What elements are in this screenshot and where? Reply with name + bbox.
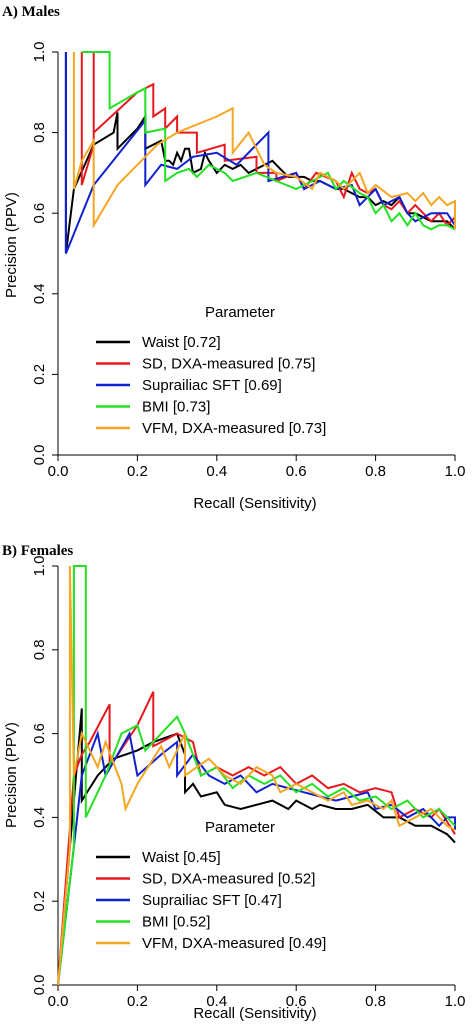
series-line-vfm-dxa-measured (72, 52, 456, 230)
y-tick-label: 0.6 (31, 723, 48, 744)
panel-label: B) Females (2, 543, 73, 559)
panel-label: A) Males (2, 4, 60, 20)
x-tick-label: 0.0 (48, 993, 69, 1010)
x-tick-label: 0.0 (48, 463, 69, 480)
x-axis-label: Recall (Sensitivity) (193, 1005, 316, 1022)
x-tick-label: 1.0 (445, 463, 466, 480)
y-axis-label: Precision (PPV) (3, 722, 20, 828)
y-axis-label: Precision (PPV) (3, 192, 20, 298)
x-tick-label: 1.0 (445, 993, 466, 1010)
y-tick-label: 1.0 (31, 42, 48, 63)
legend-entry-waist: Waist [0.45] (142, 849, 221, 866)
y-tick-label: 0.2 (31, 364, 48, 385)
legend-entry-bmi: BMI [0.52] (142, 914, 210, 931)
legend-entry-waist: Waist [0.72] (142, 334, 221, 351)
plot-area: 0.0 0.2 0.4 0.6 0.8 1.0 0.0 0.2 0.4 0.6 0.8 1.0 (31, 556, 465, 1010)
x-axis-label: Recall (Sensitivity) (193, 495, 316, 512)
panel-females: B) Females Precision (PPV) Recall (Sensi… (2, 543, 465, 1022)
panel-males: A) Males Precision (PPV) Recall (Sensiti… (2, 4, 465, 512)
legend: Parameter Waist [0.45] SD, DXA-measured [0… (96, 819, 326, 952)
series-line-suprailiac-sft (57, 729, 456, 986)
series-line-suprailiac-sft (64, 52, 456, 254)
legend-entry-suprailiac-sft: Suprailiac SFT [0.69] (142, 377, 282, 394)
x-tick-label: 0.8 (365, 993, 386, 1010)
y-tick-label: 0.8 (31, 122, 48, 143)
x-tick-label: 0.8 (365, 463, 386, 480)
legend-entry-sd-dxa-measured: SD, DXA-measured [0.52] (142, 871, 315, 888)
legend-entry-vfm-dxa-measured: VFM, DXA-measured [0.49] (142, 935, 326, 952)
x-tick-label: 0.4 (206, 463, 227, 480)
x-tick-label: 0.2 (127, 993, 148, 1010)
y-tick-label: 0.4 (31, 807, 48, 828)
legend-title: Parameter (205, 819, 275, 836)
y-tick-label: 0.0 (31, 975, 48, 996)
x-tick-label: 0.6 (286, 463, 307, 480)
y-tick-label: 0.0 (31, 445, 48, 466)
plot-area: 0.0 0.2 0.4 0.6 0.8 1.0 0.0 0.2 0.4 0.6 0.8 1.0 (31, 42, 465, 480)
series-line-bmi (57, 565, 456, 986)
x-tick-label: 0.4 (206, 993, 227, 1010)
legend: Parameter Waist [0.72] SD, DXA-measured [0… (96, 304, 326, 437)
y-tick-label: 0.2 (31, 891, 48, 912)
legend-entry-sd-dxa-measured: SD, DXA-measured [0.75] (142, 356, 315, 373)
legend-entry-suprailiac-sft: Suprailiac SFT [0.47] (142, 892, 282, 909)
legend-title: Parameter (205, 304, 275, 321)
y-tick-label: 0.4 (31, 283, 48, 304)
y-tick-label: 0.8 (31, 639, 48, 660)
legend-entry-bmi: BMI [0.73] (142, 399, 210, 416)
x-tick-label: 0.2 (127, 463, 148, 480)
series-line-vfm-dxa-measured (57, 565, 456, 986)
y-tick-label: 0.6 (31, 203, 48, 224)
series-line-bmi (81, 51, 456, 231)
legend-entry-vfm-dxa-measured: VFM, DXA-measured [0.73] (142, 420, 326, 437)
x-tick-label: 0.6 (286, 993, 307, 1010)
y-tick-label: 1.0 (31, 556, 48, 577)
series-line-waist (64, 52, 456, 254)
series-line-sd-dxa-measured (57, 691, 456, 986)
